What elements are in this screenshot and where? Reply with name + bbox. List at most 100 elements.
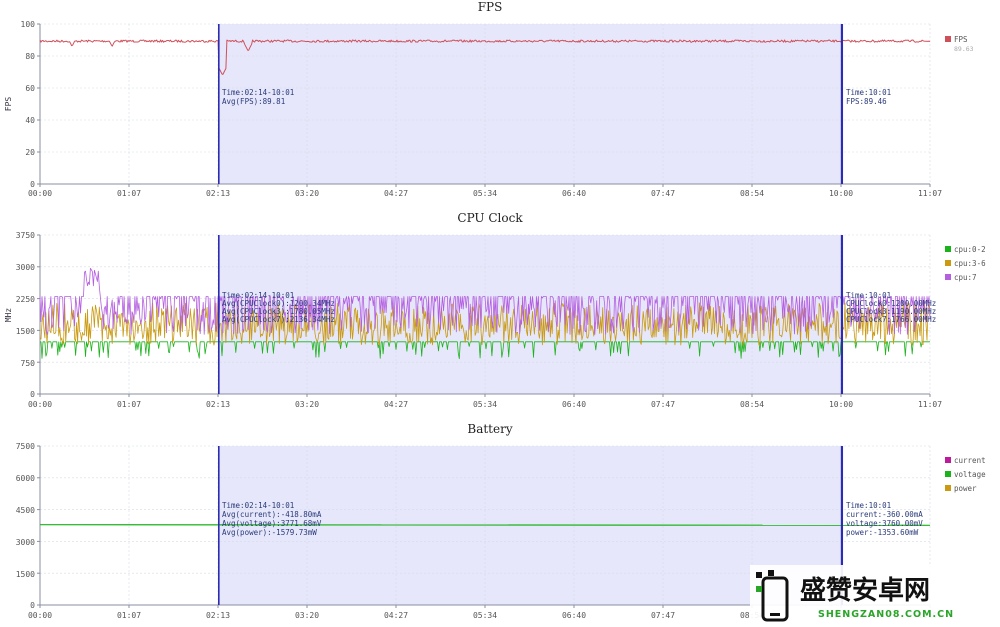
cpu-annotation-line: Avg(CPUClock0):1200.34MHz [222, 299, 335, 308]
cpu-chart-title: CPU Clock [457, 211, 523, 225]
battery-cursor-annotation-right: Time:10:01 current:-360.00mA voltage:376… [846, 501, 923, 537]
battery-y-tick: 0 [30, 601, 35, 610]
battery-annotation-power: Avg(power):-1579.73mW [222, 528, 317, 537]
cpu-x-tick: 07:47 [651, 400, 675, 409]
cpu-legend-swatch [945, 274, 951, 280]
cpu-annotation-line: Avg(CPUClock3):1780.05MHz [222, 307, 335, 316]
fps-x-tick: 02:13 [206, 189, 230, 198]
fps-legend[interactable]: FPS 89.63 [945, 35, 974, 53]
cpu-y-tick: 3750 [16, 231, 35, 240]
battery-cursor-power: power:-1353.60mW [846, 528, 919, 537]
battery-annotation-current: Avg(current):-418.80mA [222, 510, 322, 519]
battery-x-tick: 07:47 [651, 611, 675, 620]
fps-legend-swatch [945, 36, 951, 42]
battery-x-tick: 00:00 [28, 611, 52, 620]
battery-x-tick: 02:13 [206, 611, 230, 620]
cpu-x-tick: 03:20 [295, 400, 319, 409]
cpu-clock-chart-panel: CPU Clock MHz 0 750 1500 2250 3000 3750 … [4, 211, 986, 409]
battery-annotation-voltage: Avg(voltage):3771.68mV [222, 519, 322, 528]
battery-legend-swatch [945, 457, 951, 463]
cpu-cursor-line: CPUClock7:1766.00MHz [846, 315, 936, 324]
cpu-x-tick: 04:27 [384, 400, 408, 409]
fps-legend-value: 89.63 [954, 45, 974, 53]
battery-cursor-voltage: voltage:3760.00mV [846, 519, 923, 528]
cpu-y-axis-label: MHz [4, 308, 13, 323]
fps-y-tick: 60 [25, 84, 35, 93]
battery-legend-swatch [945, 471, 951, 477]
cpu-cursor-line: CPUClock0:1200.00MHz [846, 299, 936, 308]
battery-legend-label: current [954, 456, 986, 465]
cpu-selection-band [218, 235, 842, 394]
cpu-series-line-cpu7 [39, 267, 931, 336]
cpu-y-tick: 0 [30, 390, 35, 399]
fps-cursor-time: Time:10:01 [846, 88, 891, 97]
fps-x-tick: 11:07 [918, 189, 942, 198]
battery-y-tick-labels: 0 1500 3000 4500 6000 7500 [16, 442, 35, 610]
cpu-x-tick: 08:54 [740, 400, 764, 409]
cpu-cursor-line: Time:10:01 [846, 291, 891, 300]
cpu-legend-swatch [945, 260, 951, 266]
fps-x-tick: 08:54 [740, 189, 764, 198]
fps-series-line [39, 39, 931, 75]
cpu-y-tick: 1500 [16, 327, 35, 336]
fps-y-tick-labels: 0 20 40 60 80 100 [21, 20, 36, 189]
battery-selection-annotation-left: Time:02:14-10:01 Avg(current):-418.80mA … [222, 501, 322, 537]
fps-x-tick-labels: 00:00 01:07 02:13 03:20 04:27 05:34 06:4… [28, 189, 942, 198]
fps-chart-panel: FPS FPS 0 20 40 60 80 100 00:00 01:07 02… [4, 0, 974, 198]
battery-chart-title: Battery [467, 422, 512, 436]
battery-chart-panel: Battery 0 1500 3000 4500 6000 7500 00:00… [16, 422, 986, 620]
watermark-url-text: SHENGZAN08.COM.CN [818, 609, 954, 620]
cpu-x-tick: 10:00 [829, 400, 853, 409]
cpu-x-tick: 02:13 [206, 400, 230, 409]
cpu-legend-label: cpu:0-2 [954, 245, 986, 254]
cpu-y-tick: 750 [21, 359, 36, 368]
battery-legend-swatch [945, 485, 951, 491]
watermark-background [750, 565, 1000, 627]
fps-y-tick: 20 [25, 148, 35, 157]
fps-legend-label: FPS [954, 35, 968, 44]
cpu-x-tick: 06:40 [562, 400, 586, 409]
cpu-legend-label: cpu:3-6 [954, 259, 986, 268]
cpu-legend[interactable]: cpu:0-2 cpu:3-6 cpu:7 [945, 245, 986, 282]
battery-annotation-time: Time:02:14-10:01 [222, 501, 294, 510]
battery-x-tick: 05:34 [473, 611, 497, 620]
fps-y-axis-label: FPS [4, 97, 13, 112]
cpu-cursor-line: CPUClock3:1190.00MHz [846, 307, 936, 316]
battery-y-tick: 4500 [16, 506, 35, 515]
fps-x-tick: 06:40 [562, 189, 586, 198]
fps-x-tick: 03:20 [295, 189, 319, 198]
battery-y-tick: 1500 [16, 570, 35, 579]
fps-plot-area[interactable] [37, 23, 931, 187]
cpu-y-tick-labels: 0 750 1500 2250 3000 3750 [16, 231, 35, 399]
cpu-y-tick: 2250 [16, 295, 35, 304]
fps-annotation-time: Time:02:14-10:01 [222, 88, 294, 97]
battery-x-tick: 04:27 [384, 611, 408, 620]
fps-y-tick: 0 [30, 180, 35, 189]
cpu-legend-label: cpu:7 [954, 273, 977, 282]
battery-x-tick: 01:07 [117, 611, 141, 620]
fps-cursor-annotation-right: Time:10:01 FPS:89.46 [846, 88, 891, 106]
battery-x-tick: 03:20 [295, 611, 319, 620]
battery-legend-label: voltage [954, 470, 986, 479]
battery-plot-area[interactable] [37, 445, 931, 608]
cpu-x-tick: 05:34 [473, 400, 497, 409]
fps-selection-annotation-left: Time:02:14-10:01 Avg(FPS):89.81 [222, 88, 294, 106]
fps-annotation-avg: Avg(FPS):89.81 [222, 97, 285, 106]
cpu-plot-area[interactable] [37, 234, 931, 397]
fps-y-tick: 40 [25, 116, 35, 125]
battery-y-tick: 6000 [16, 474, 35, 483]
battery-cursor-current: current:-360.00mA [846, 510, 923, 519]
fps-chart-title: FPS [478, 0, 503, 14]
fps-x-tick: 10:00 [829, 189, 853, 198]
battery-y-tick: 3000 [16, 538, 35, 547]
battery-legend[interactable]: current voltage power [945, 456, 986, 493]
cpu-series-line-cpu02 [40, 341, 930, 360]
battery-legend-label: power [954, 484, 977, 493]
cpu-annotation-line: Time:02:14-10:01 [222, 291, 294, 300]
battery-voltage-line [39, 524, 931, 526]
cpu-x-tick-labels: 00:00 01:07 02:13 03:20 04:27 05:34 06:4… [28, 400, 942, 409]
battery-x-tick: 06:40 [562, 611, 586, 620]
cpu-series-line-cpu36 [39, 302, 931, 346]
fps-y-tick: 80 [25, 52, 35, 61]
